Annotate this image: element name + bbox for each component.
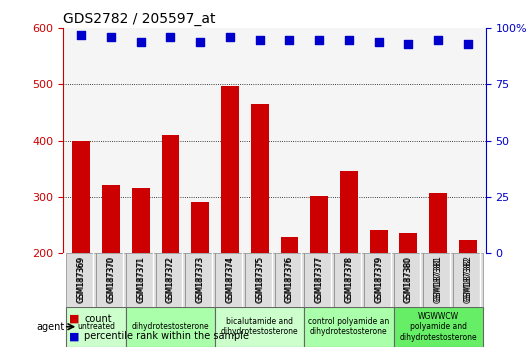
Point <box>374 39 383 45</box>
Text: ■: ■ <box>69 331 79 341</box>
Text: GSM187377: GSM187377 <box>315 255 324 302</box>
Point <box>285 37 294 42</box>
FancyBboxPatch shape <box>393 253 423 307</box>
Bar <box>400 233 417 354</box>
Text: GSM187378: GSM187378 <box>344 255 353 302</box>
FancyBboxPatch shape <box>67 253 96 307</box>
Text: GSM187378: GSM187378 <box>344 257 353 303</box>
Text: GSM187369: GSM187369 <box>77 257 86 303</box>
FancyBboxPatch shape <box>304 253 334 307</box>
Text: GSM187382: GSM187382 <box>464 255 473 301</box>
FancyBboxPatch shape <box>393 307 483 347</box>
Bar <box>162 135 180 354</box>
Text: GSM187371: GSM187371 <box>136 255 145 302</box>
Text: GSM187374: GSM187374 <box>225 257 234 303</box>
Text: GSM187373: GSM187373 <box>196 255 205 302</box>
Point <box>256 37 264 42</box>
Point <box>404 41 413 47</box>
Point <box>345 37 353 42</box>
Text: GSM187369: GSM187369 <box>77 255 86 302</box>
Text: GSM187376: GSM187376 <box>285 255 294 302</box>
Bar <box>132 188 149 354</box>
Text: GSM187380: GSM187380 <box>404 257 413 303</box>
Text: dihydrotestosterone: dihydrotestosterone <box>131 322 209 331</box>
Bar <box>221 86 239 354</box>
Bar <box>310 196 328 354</box>
Text: WGWWCW
polyamide and
dihydrotestosterone: WGWWCW polyamide and dihydrotestosterone <box>399 312 477 342</box>
Text: count: count <box>84 314 112 324</box>
Bar <box>429 193 447 354</box>
Text: agent: agent <box>36 322 65 332</box>
Bar <box>251 104 269 354</box>
Point <box>225 34 234 40</box>
FancyBboxPatch shape <box>364 253 393 307</box>
Text: GSM187379: GSM187379 <box>374 257 383 303</box>
FancyBboxPatch shape <box>275 253 304 307</box>
Text: GSM187372: GSM187372 <box>166 257 175 303</box>
Point <box>77 32 86 38</box>
Text: GSM187375: GSM187375 <box>255 257 264 303</box>
FancyBboxPatch shape <box>96 253 126 307</box>
Text: GSM187374: GSM187374 <box>225 255 234 302</box>
FancyBboxPatch shape <box>453 253 483 307</box>
FancyBboxPatch shape <box>156 253 185 307</box>
Bar <box>340 171 358 354</box>
Text: ■: ■ <box>69 314 79 324</box>
FancyBboxPatch shape <box>215 307 304 347</box>
Point <box>196 39 204 45</box>
Text: GSM187381: GSM187381 <box>433 255 442 301</box>
Text: GSM187371: GSM187371 <box>136 257 145 303</box>
Text: GSM187377: GSM187377 <box>315 257 324 303</box>
Point <box>136 39 145 45</box>
Point <box>166 34 175 40</box>
Text: GSM187382: GSM187382 <box>464 257 473 303</box>
Text: GSM187381: GSM187381 <box>433 257 442 303</box>
FancyBboxPatch shape <box>126 253 156 307</box>
FancyBboxPatch shape <box>423 253 453 307</box>
Text: GSM187379: GSM187379 <box>374 255 383 302</box>
Bar <box>102 185 120 354</box>
Text: GSM187370: GSM187370 <box>107 255 116 302</box>
Text: GDS2782 / 205597_at: GDS2782 / 205597_at <box>63 12 216 26</box>
Text: GSM187380: GSM187380 <box>404 255 413 302</box>
Point <box>464 41 472 47</box>
FancyBboxPatch shape <box>215 253 245 307</box>
Text: GSM187370: GSM187370 <box>107 257 116 303</box>
FancyBboxPatch shape <box>126 307 215 347</box>
Text: GSM187372: GSM187372 <box>166 255 175 302</box>
FancyBboxPatch shape <box>304 307 393 347</box>
Text: GSM187375: GSM187375 <box>255 255 264 302</box>
Text: untreated: untreated <box>77 322 115 331</box>
Text: bicalutamide and
dihydrotestosterone: bicalutamide and dihydrotestosterone <box>221 317 298 336</box>
Point <box>434 37 442 42</box>
Point <box>315 37 324 42</box>
FancyBboxPatch shape <box>245 253 275 307</box>
Text: GSM187376: GSM187376 <box>285 257 294 303</box>
Bar <box>370 230 388 354</box>
Bar <box>459 240 477 354</box>
Text: percentile rank within the sample: percentile rank within the sample <box>84 331 250 341</box>
FancyBboxPatch shape <box>334 253 364 307</box>
Bar <box>191 202 209 354</box>
Bar <box>280 237 298 354</box>
Bar <box>72 141 90 354</box>
FancyBboxPatch shape <box>185 253 215 307</box>
Text: GSM187373: GSM187373 <box>196 257 205 303</box>
Text: control polyamide an
dihydrotestosterone: control polyamide an dihydrotestosterone <box>308 317 390 336</box>
Point <box>107 34 115 40</box>
FancyBboxPatch shape <box>67 307 126 347</box>
